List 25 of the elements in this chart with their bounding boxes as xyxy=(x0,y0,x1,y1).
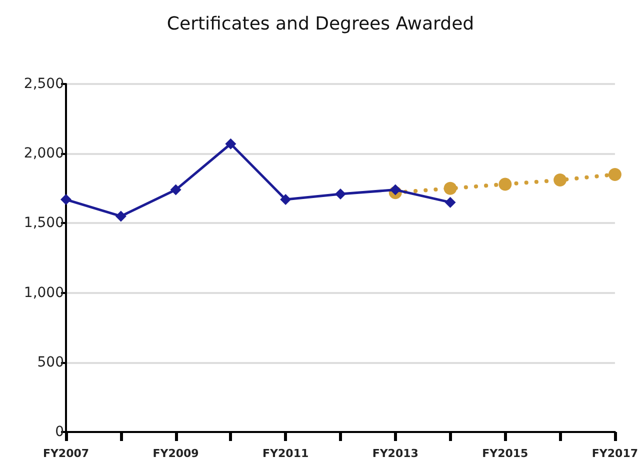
point xyxy=(225,138,236,150)
y-tick-label: 1,500 xyxy=(24,215,64,232)
y-tick-label: 1,000 xyxy=(24,284,64,301)
point xyxy=(444,196,456,208)
x-tick-label: FY2007 xyxy=(42,447,90,460)
point xyxy=(390,184,401,196)
x-tick-label: FY2017 xyxy=(592,447,638,460)
y-tick-label: 2,500 xyxy=(24,76,64,92)
chart-title: Certificates and Degrees Awarded xyxy=(166,14,474,34)
point xyxy=(334,188,346,200)
y-tick-label: 0 xyxy=(55,424,64,440)
point xyxy=(60,194,72,206)
y-tick-label: 500 xyxy=(37,354,64,370)
x-tick-label: FY2009 xyxy=(152,447,199,460)
x-tick-label: FY2015 xyxy=(482,447,528,460)
point xyxy=(170,184,182,196)
point xyxy=(444,182,457,195)
point xyxy=(115,210,126,222)
point xyxy=(498,178,512,191)
y-tick-label: 2,000 xyxy=(24,146,64,162)
x-tick-label: FY2013 xyxy=(372,447,418,460)
x-tick-label: FY2011 xyxy=(262,447,309,460)
point xyxy=(608,168,622,181)
point xyxy=(280,194,292,206)
point xyxy=(554,174,567,187)
